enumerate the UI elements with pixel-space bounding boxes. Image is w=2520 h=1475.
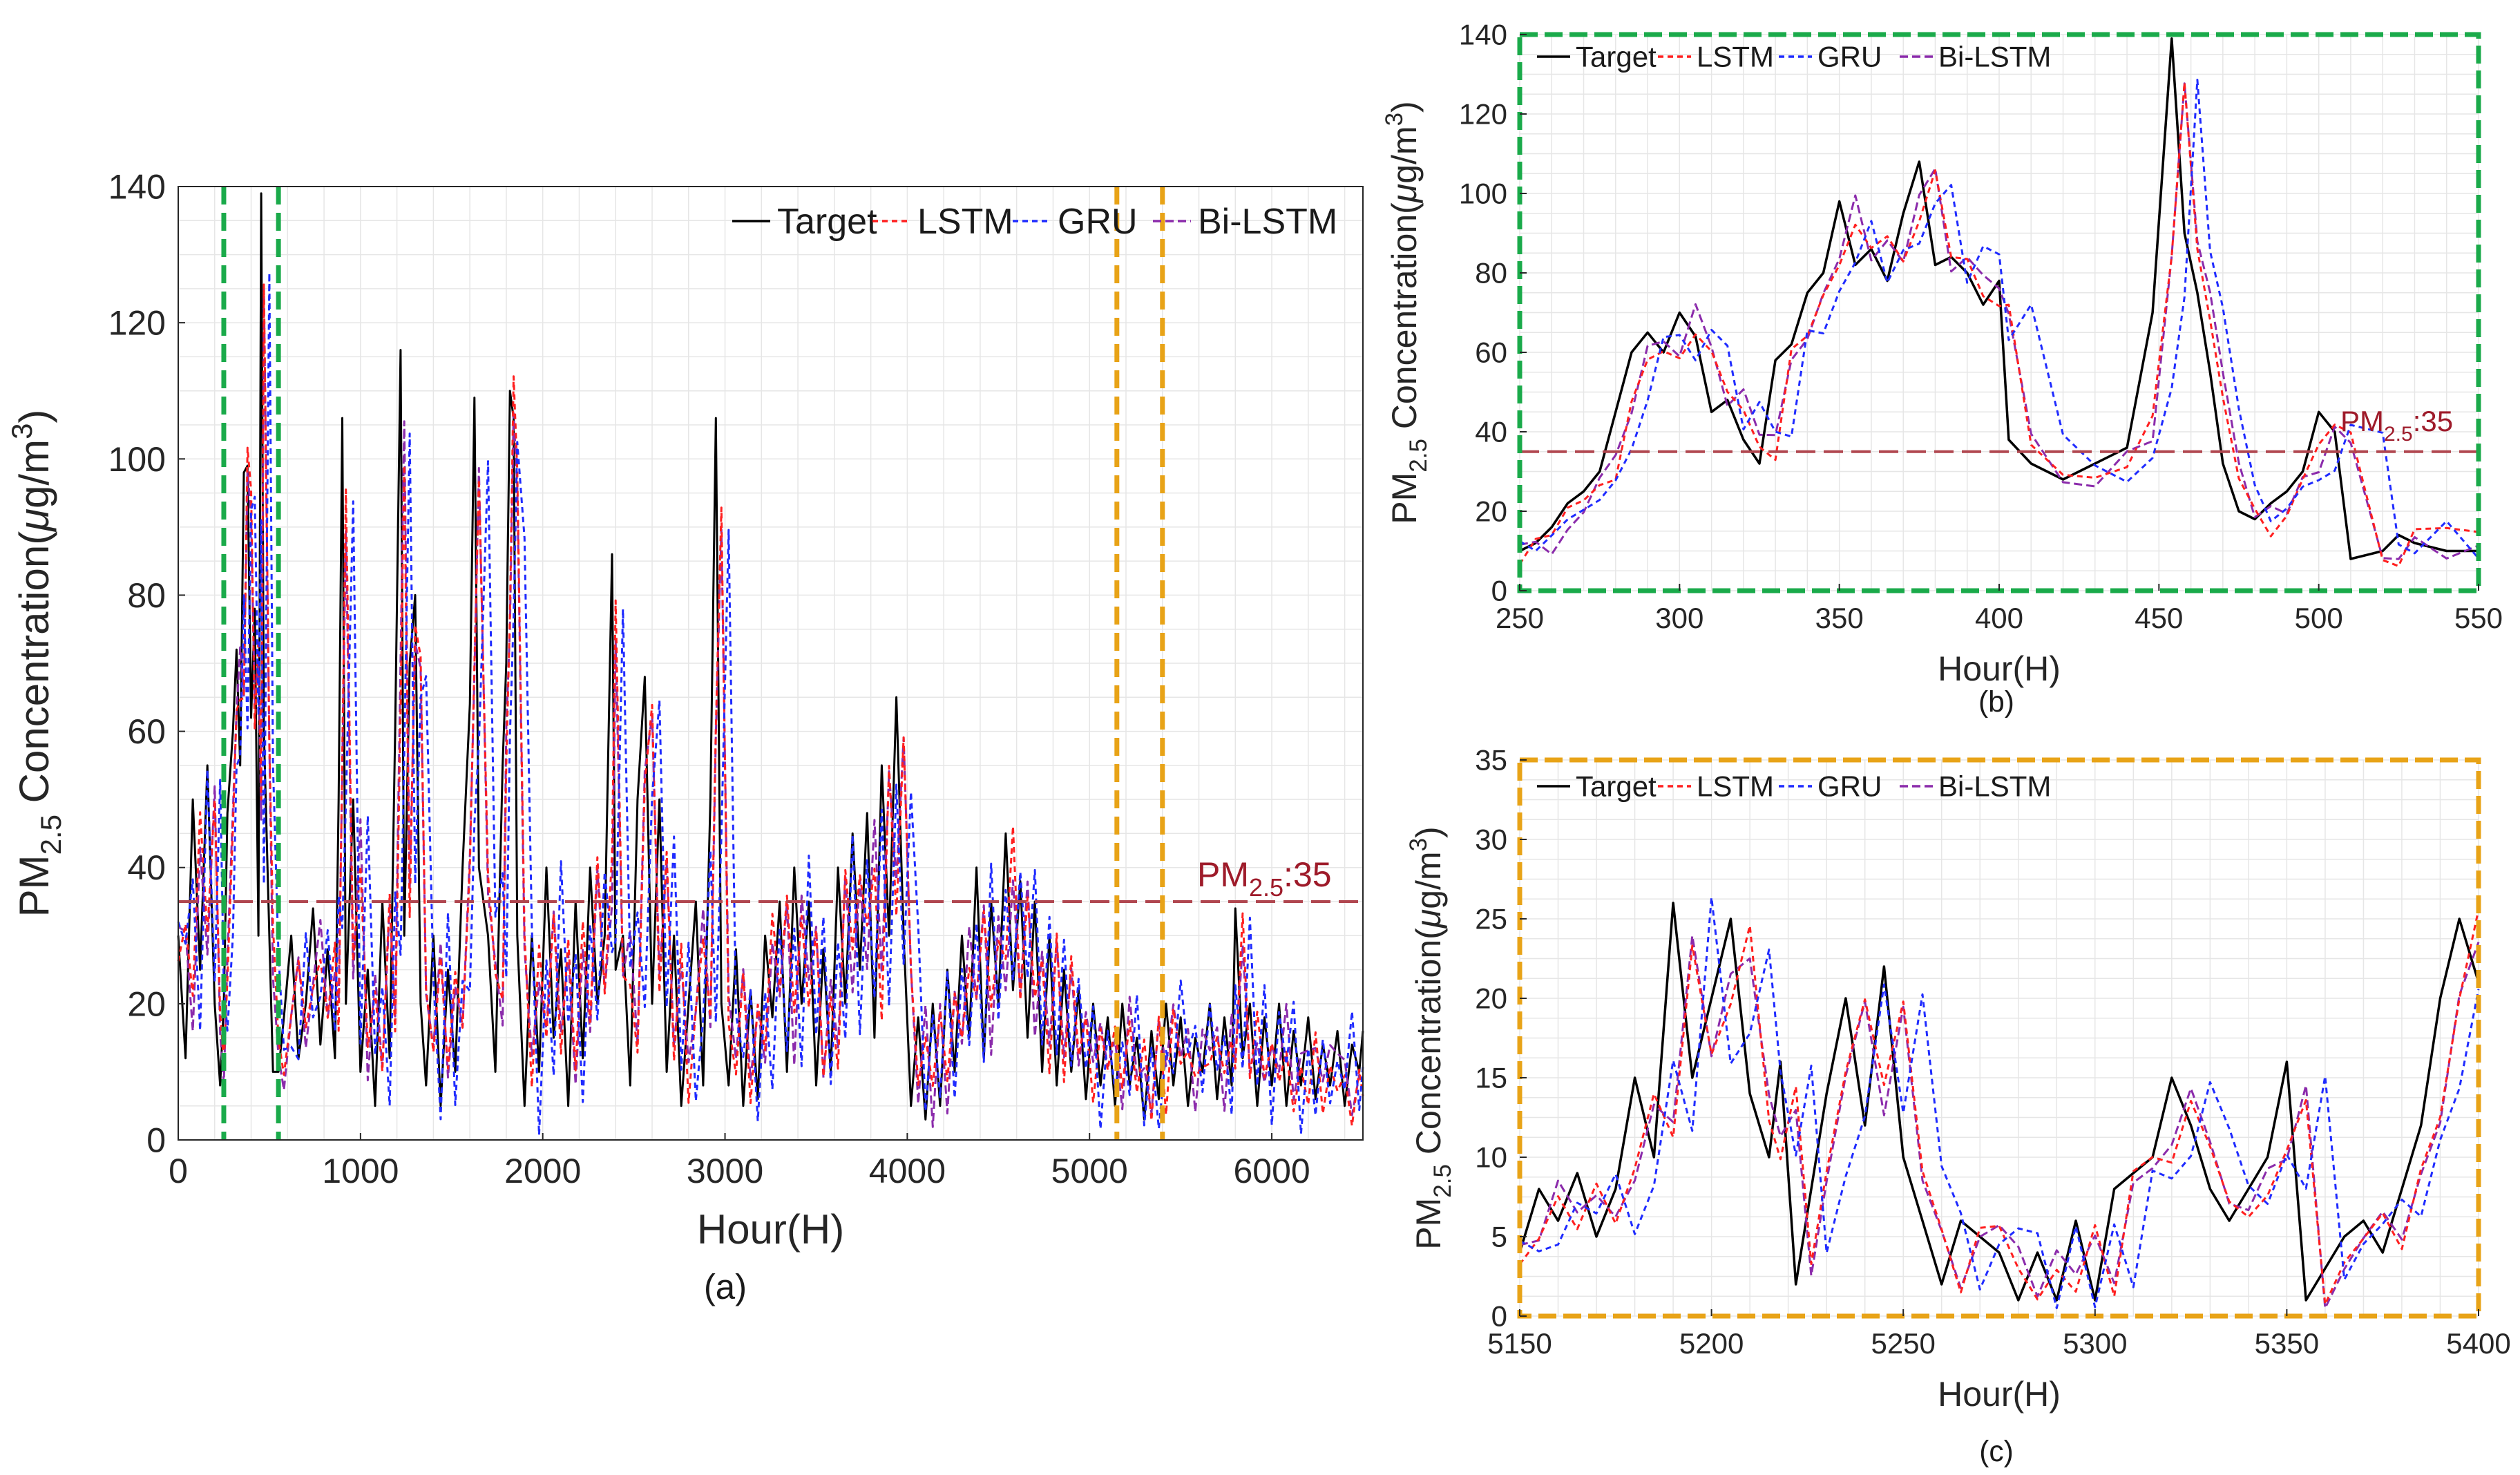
chart-b: PM2.5:35 250 300 350 400 450 500 550 0 20 40 60 80 10… [1381, 19, 2503, 719]
caption-a: (a) [704, 1267, 747, 1306]
x-tick-label: 1000 [322, 1152, 399, 1190]
y-tick-label: 5 [1491, 1221, 1507, 1253]
y-tick-label: 140 [108, 168, 166, 207]
y-tick-label: 60 [1475, 336, 1507, 369]
series-lstm-line [1518, 81, 2479, 567]
x-tick-label: 5000 [1051, 1152, 1128, 1190]
x-tick-label: 3000 [687, 1152, 763, 1190]
y-tick-label: 20 [1475, 982, 1507, 1015]
x-tick-label: 0 [169, 1152, 188, 1190]
legend-c: Target LSTM GRU Bi-LSTM [1537, 770, 2051, 803]
y-tick-label: 80 [1475, 257, 1507, 289]
legend-label-bi-lstm: Bi-LSTM [1938, 41, 2051, 73]
series-target-line [1518, 902, 2480, 1302]
series-target-line [177, 192, 1364, 1121]
legend-label-bi-lstm: Bi-LSTM [1938, 770, 2051, 803]
x-tick-label: 450 [2135, 602, 2183, 634]
y-tick-label: 40 [1475, 416, 1507, 448]
x-tick-label: 250 [1496, 602, 1544, 634]
x-tick-label: 400 [1975, 602, 2023, 634]
x-tick-label: 500 [2295, 602, 2343, 634]
y-tick-label: 0 [1491, 575, 1507, 607]
x-tick-label: 5150 [1487, 1327, 1552, 1360]
axes-frame-c [1517, 757, 2481, 1319]
y-tick-label: 140 [1459, 19, 1507, 51]
x-tick-label: 5400 [2446, 1327, 2510, 1360]
y-tick-label: 30 [1475, 824, 1507, 856]
series-bilstm-line [1519, 82, 2479, 560]
y-axis-label: PM2.5 Concentration(μg/m3) [6, 410, 67, 917]
series-gru-line [1519, 78, 2480, 560]
legend-label-bi-lstm: Bi-LSTM [1198, 202, 1337, 242]
x-axis-label: Hour(H) [697, 1206, 844, 1253]
x-tick-label: 5200 [1679, 1327, 1744, 1360]
y-tick-label: 35 [1475, 744, 1507, 777]
x-tick-label: 4000 [869, 1152, 946, 1190]
caption-b: (b) [1978, 686, 2014, 719]
legend-label-lstm: LSTM [1697, 770, 1774, 803]
legend-label-gru: GRU [1817, 41, 1882, 73]
legend-label-target: Target [1576, 41, 1657, 73]
y-axis-label: PM2.5 Concentration(μg/m3) [1405, 826, 1456, 1249]
y-tick-label: 25 [1475, 903, 1507, 935]
y-tick-label: 40 [127, 848, 166, 887]
y-tick-label: 20 [1475, 495, 1507, 528]
y-tick-label: 120 [1459, 98, 1507, 131]
grid-b [1519, 34, 2479, 591]
axes-frame-a [178, 186, 1364, 1141]
y-axis-label: PM2.5 Concentration(μg/m3) [1381, 101, 1432, 524]
x-tick-label: 5300 [2063, 1327, 2127, 1360]
chart-a: PM2.5:35 0 1000 2000 3000 4000 5000 6000 0 20 40 60… [6, 168, 1364, 1306]
chart-c: 5150 5200 5250 5300 5350 5400 0 5 10 15 20 25 30 35 Ho… [1405, 744, 2511, 1468]
legend-label-gru: GRU [1817, 770, 1882, 803]
y-tick-label: 100 [108, 440, 166, 479]
y-tick-label: 15 [1475, 1062, 1507, 1094]
legend-b: Target LSTM GRU Bi-LSTM [1537, 41, 2051, 73]
y-tick-label: 10 [1475, 1141, 1507, 1174]
y-tick-label: 60 [127, 712, 166, 751]
legend-a: Target LSTM GRU Bi-LSTM [732, 202, 1337, 242]
x-tick-label: 6000 [1233, 1152, 1310, 1190]
x-tick-label: 5350 [2255, 1327, 2319, 1360]
x-tick-label: 300 [1655, 602, 1703, 634]
x-tick-label: 350 [1815, 602, 1864, 634]
x-tick-label: 2000 [504, 1152, 581, 1190]
y-tick-label: 80 [127, 576, 166, 615]
y-tick-label: 0 [1491, 1300, 1507, 1333]
y-tick-label: 0 [146, 1121, 166, 1160]
y-tick-label: 120 [108, 304, 166, 343]
legend-label-target: Target [777, 202, 877, 242]
x-tick-label: 5250 [1871, 1327, 1935, 1360]
legend-label-target: Target [1576, 770, 1657, 803]
series-lstm-line [1518, 909, 2480, 1306]
series-bilstm-line [1519, 934, 2480, 1309]
x-axis-label: Hour(H) [1938, 649, 2061, 688]
x-tick-label: 550 [2454, 602, 2503, 634]
series-gru-line [177, 272, 1364, 1136]
threshold-label: PM2.5:35 [2340, 405, 2453, 446]
legend-label-lstm: LSTM [917, 202, 1013, 242]
threshold-label: PM2.5:35 [1197, 855, 1332, 902]
legend-label-lstm: LSTM [1697, 41, 1774, 73]
y-tick-label: 100 [1459, 178, 1507, 210]
y-tick-label: 20 [127, 984, 166, 1023]
caption-c: (c) [1979, 1436, 2014, 1468]
legend-label-gru: GRU [1058, 202, 1138, 242]
x-axis-label: Hour(H) [1938, 1375, 2061, 1414]
